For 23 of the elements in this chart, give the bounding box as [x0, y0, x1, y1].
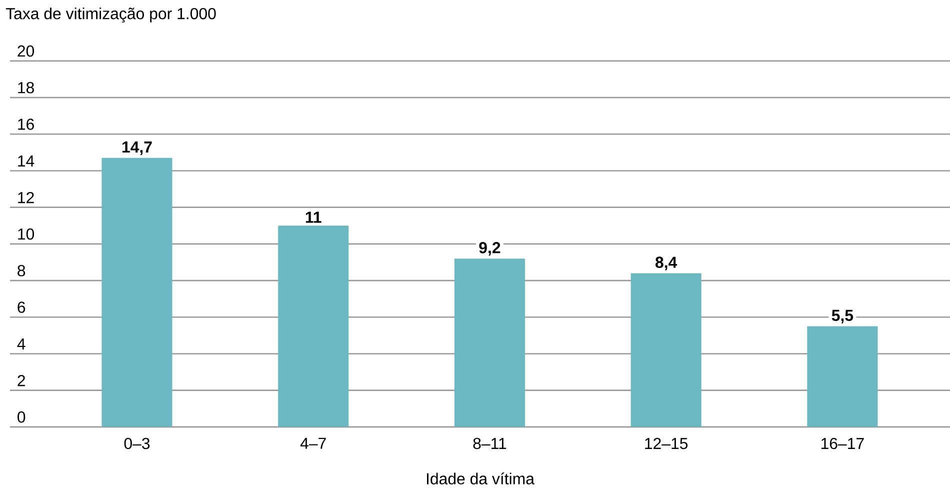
x-tick-label: 12–15 [645, 438, 688, 450]
data-label: 14,7 [122, 142, 152, 155]
x-tick-label: 16–17 [821, 438, 864, 450]
x-tick-label: 0–3 [124, 438, 150, 450]
y-tick-label: 16 [18, 118, 34, 130]
y-tick-label: 20 [18, 45, 34, 57]
data-label: 8,4 [655, 256, 678, 270]
x-tick-label: 8–11 [473, 438, 506, 450]
y-tick-label: 14 [18, 156, 34, 166]
data-label: 9,2 [479, 242, 500, 256]
y-tick-label: 0 [18, 411, 26, 423]
y-tick-label: 6 [18, 302, 26, 313]
y-axis-title: Taxa de vitimização por 1.000 [6, 8, 216, 22]
x-axis-title: Idade da vítima [426, 472, 534, 484]
y-tick-label: 2 [18, 374, 25, 386]
y-tick-label: 4 [17, 338, 26, 350]
x-tick-label: 4–7 [300, 438, 326, 449]
y-tick-label: 8 [18, 265, 26, 276]
y-tick-label: 10 [18, 228, 34, 240]
data-label: 5,5 [832, 310, 854, 324]
data-label: 11 [306, 212, 322, 223]
y-tick-label: 12 [18, 192, 34, 204]
y-tick-label: 18 [18, 82, 34, 94]
